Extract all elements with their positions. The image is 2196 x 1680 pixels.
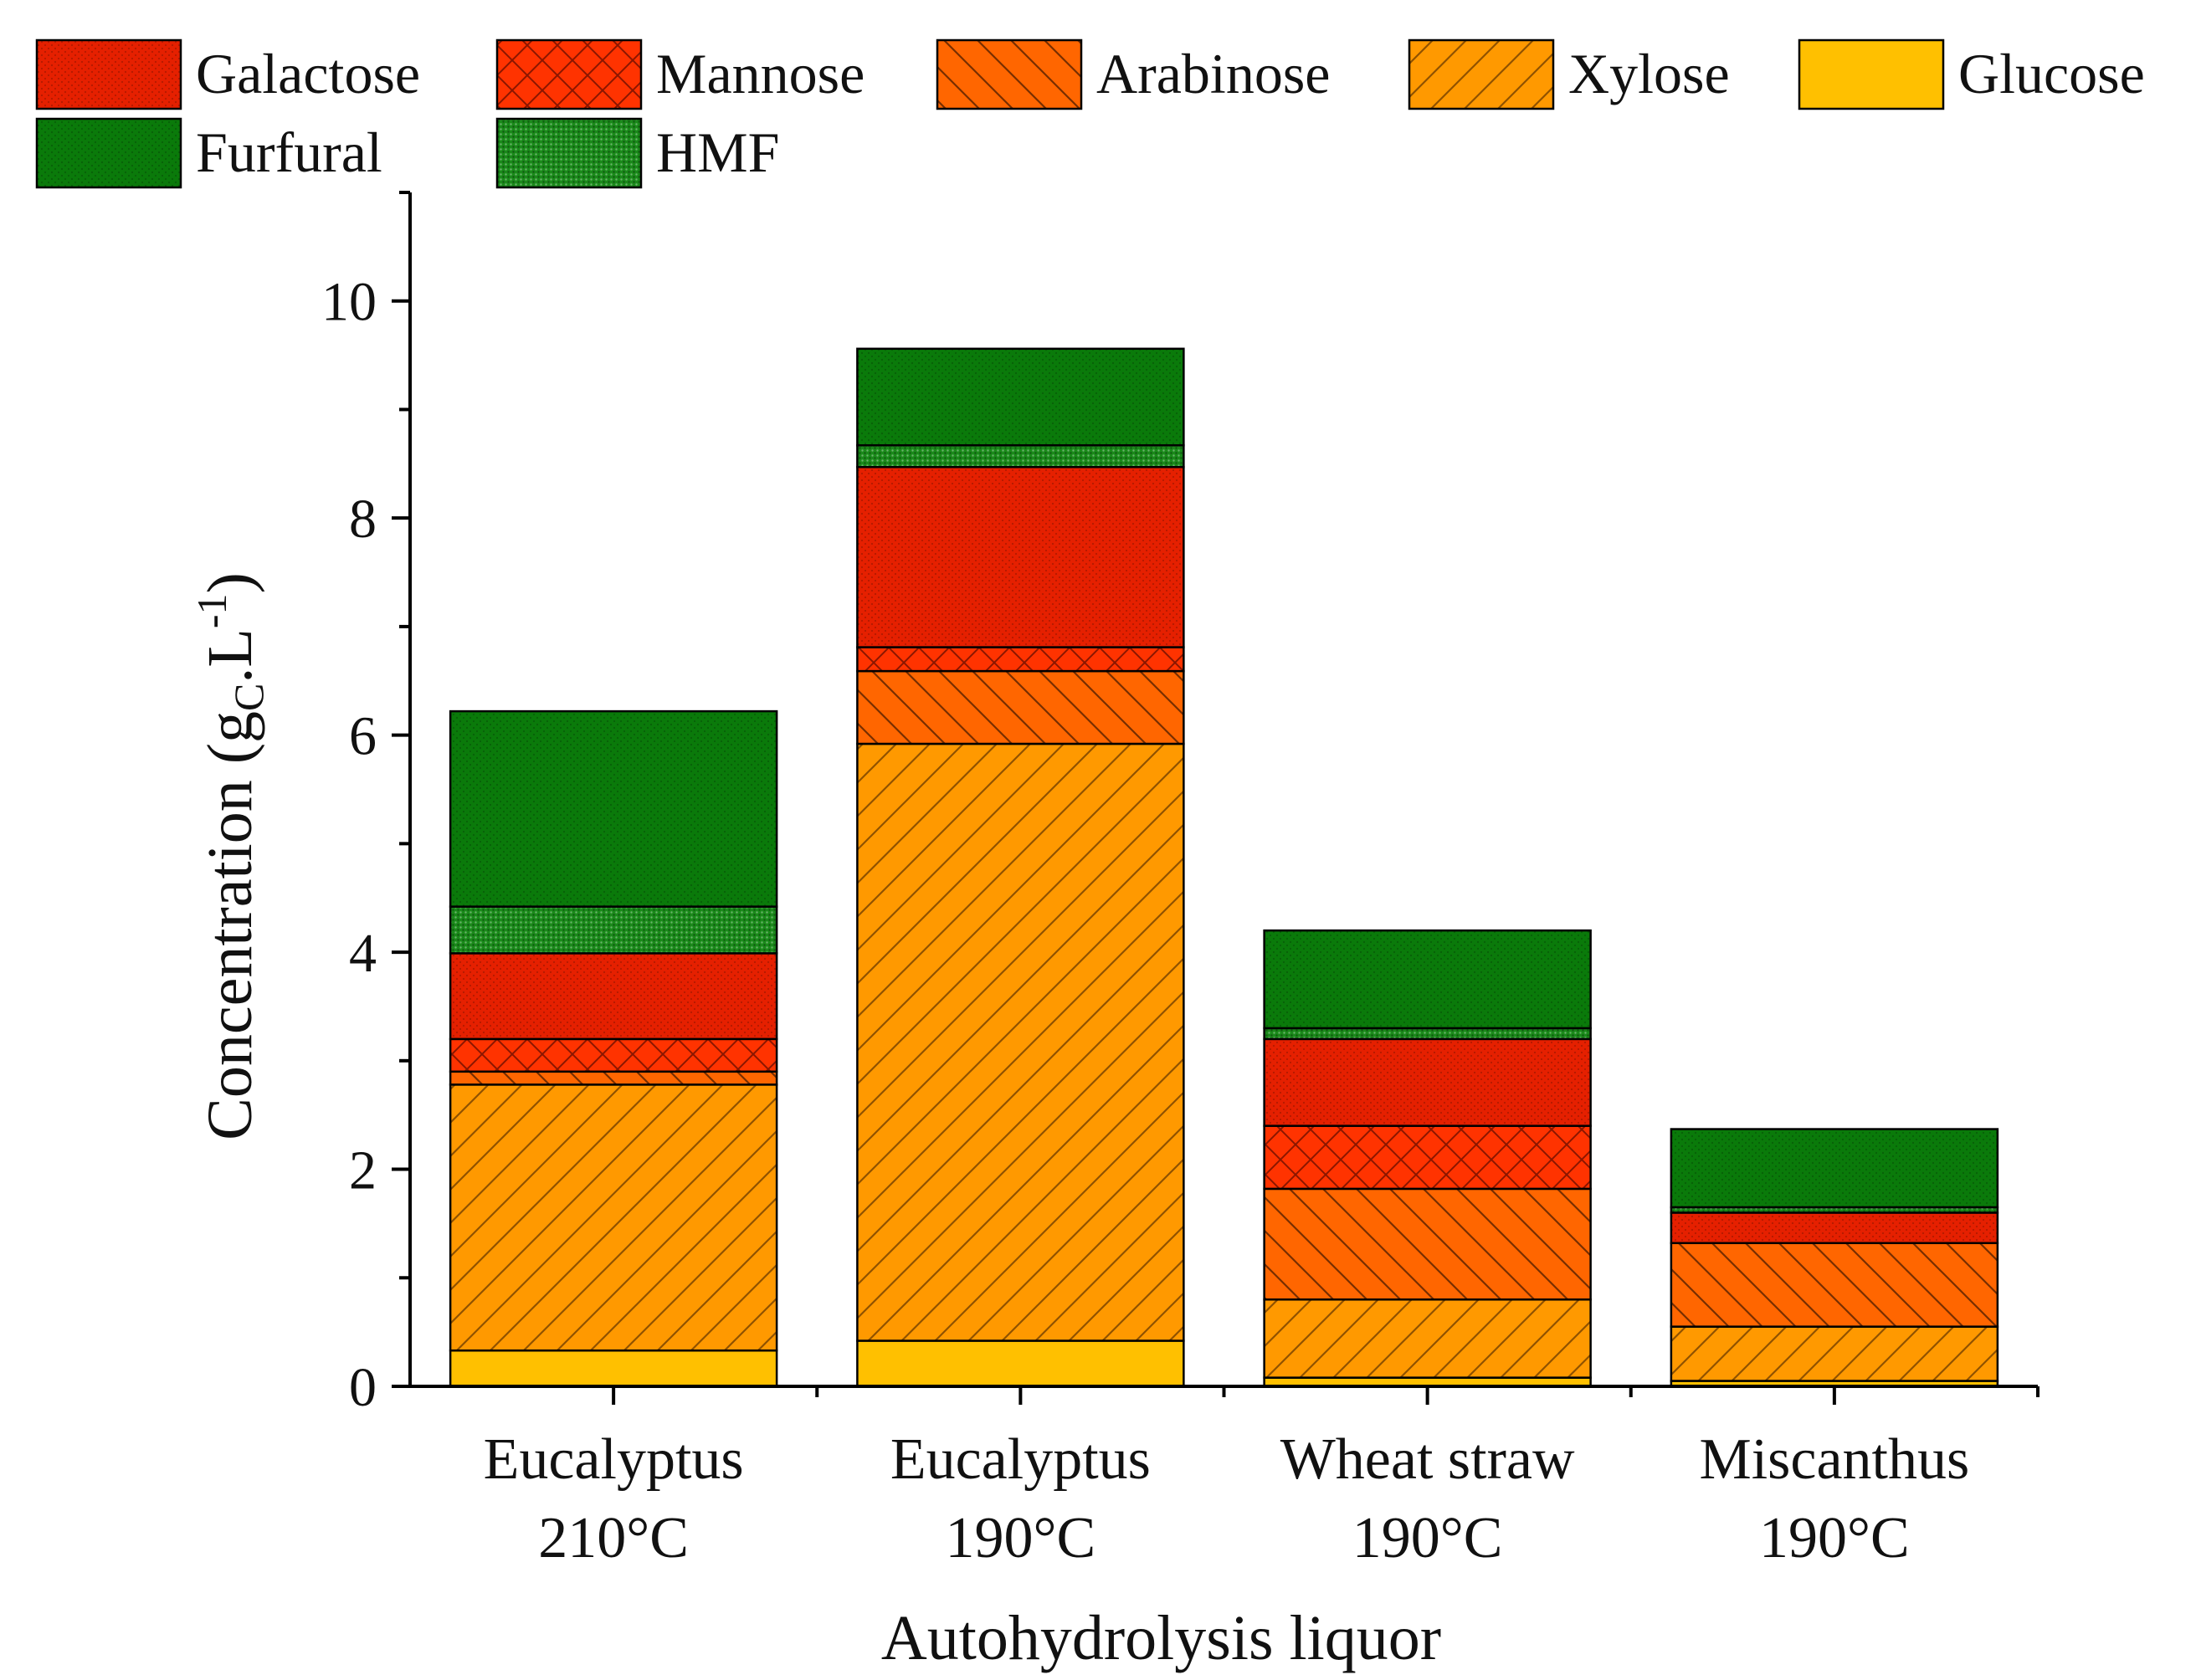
y-tick-label-2: 2 (349, 1140, 377, 1201)
bar-segment-hmf-eucalyptus-210-c (449, 905, 778, 955)
x-tick-label-line1: Eucalyptus (484, 1427, 744, 1492)
x-tick-label-miscanthus-190-c: Miscanthus 190°C (1699, 1427, 1969, 1570)
x-axis-title: Autohydrolysis liquor (881, 1603, 1441, 1673)
x-tick-label-eucalyptus-210-c: Eucalyptus 210°C (484, 1427, 744, 1570)
bar-segment-galactose-eucalyptus-190-c (856, 465, 1185, 648)
bar-segment-galactose-wheat-straw-190-c (1263, 1037, 1592, 1127)
y-axis-title: Concentration (gC.L-1) (188, 572, 272, 1140)
y-tick-label-6: 6 (349, 706, 377, 767)
axis-labels: Autohydrolysis liquor Concentration (gC.L… (188, 572, 1441, 1673)
x-tick-label-line1: Wheat straw (1280, 1427, 1575, 1492)
x-tick-label-line2: 210°C (538, 1506, 689, 1570)
legend-label-hmf: HMF (656, 120, 779, 184)
bar-segment-glucose-eucalyptus-190-c (856, 1339, 1185, 1388)
bar-segment-arabinose-eucalyptus-190-c (856, 669, 1185, 745)
bar-segment-glucose-eucalyptus-210-c (449, 1349, 778, 1388)
x-tick-label-eucalyptus-190-c: Eucalyptus 190°C (890, 1427, 1151, 1570)
bar-segment-furfural-miscanthus-190-c (1670, 1128, 1999, 1209)
legend-item-furfural: Furfural (35, 117, 382, 189)
legend-item-xylose: Xylose (1408, 38, 1730, 110)
y-tick-label-0: 0 (349, 1357, 377, 1418)
bar-segment-mannose-eucalyptus-210-c (449, 1037, 778, 1073)
bar-segment-furfural-eucalyptus-210-c (449, 709, 778, 908)
y-tick-label-10: 10 (321, 272, 377, 333)
x-tick-label-line2: 190°C (946, 1506, 1096, 1570)
legend-label-furfural: Furfural (196, 120, 382, 184)
y-tick-label-8: 8 (349, 489, 377, 550)
legend-item-galactose: Galactose (35, 38, 420, 110)
x-tick-label-line2: 190°C (1759, 1506, 1910, 1570)
bar-stack-eucalyptus-210-c (449, 709, 778, 1388)
y-tick-label-4: 4 (349, 923, 377, 984)
bar-stack-miscanthus-190-c (1670, 1128, 1999, 1388)
x-tick-label-line1: Miscanthus (1699, 1427, 1969, 1492)
legend-label-glucose: Glucose (1958, 42, 2145, 105)
bar-segment-xylose-eucalyptus-190-c (856, 742, 1185, 1342)
legend-label-mannose: Mannose (656, 42, 865, 105)
bar-segment-xylose-eucalyptus-210-c (449, 1083, 778, 1352)
legend-label-xylose: Xylose (1568, 42, 1730, 105)
bar-segment-arabinose-wheat-straw-190-c (1263, 1187, 1592, 1301)
bar-segment-hmf-eucalyptus-190-c (856, 444, 1185, 469)
bar-segment-furfural-eucalyptus-190-c (856, 347, 1185, 447)
bar-segment-mannose-eucalyptus-190-c (856, 646, 1185, 673)
bar-stack-wheat-straw-190-c (1263, 929, 1592, 1388)
x-tick-label-line2: 190°C (1352, 1506, 1503, 1570)
legend-swatch-glucose (1799, 40, 1943, 109)
bar-segment-hmf-wheat-straw-190-c (1263, 1027, 1592, 1041)
bar-stack-eucalyptus-190-c (856, 347, 1185, 1388)
bar-segment-xylose-wheat-straw-190-c (1263, 1298, 1592, 1379)
bar-segment-arabinose-eucalyptus-210-c (449, 1070, 778, 1086)
legend-label-arabinose: Arabinose (1096, 42, 1330, 105)
x-tick-label-wheat-straw-190-c: Wheat straw 190°C (1280, 1427, 1575, 1570)
bar-segment-galactose-miscanthus-190-c (1670, 1211, 1999, 1245)
bar-segment-xylose-miscanthus-190-c (1670, 1325, 1999, 1382)
legend-item-glucose: Glucose (1798, 38, 2145, 110)
bar-segment-mannose-wheat-straw-190-c (1263, 1124, 1592, 1191)
legend-item-mannose: Mannose (495, 38, 865, 110)
bar-segment-furfural-wheat-straw-190-c (1263, 929, 1592, 1030)
legend-item-arabinose: Arabinose (936, 38, 1330, 110)
legend: Galactose Mannose Arabinose Xylose Glucose Fu… (35, 38, 2145, 189)
x-tick-label-line1: Eucalyptus (890, 1427, 1151, 1492)
bar-segment-galactose-eucalyptus-210-c (449, 952, 778, 1041)
legend-label-galactose: Galactose (196, 42, 420, 105)
legend-item-hmf: HMF (495, 117, 779, 189)
svg-text:Concentration (gC.L-1): Concentration (gC.L-1) (188, 572, 272, 1140)
bars (449, 347, 1999, 1388)
bar-segment-arabinose-miscanthus-190-c (1670, 1242, 1999, 1328)
